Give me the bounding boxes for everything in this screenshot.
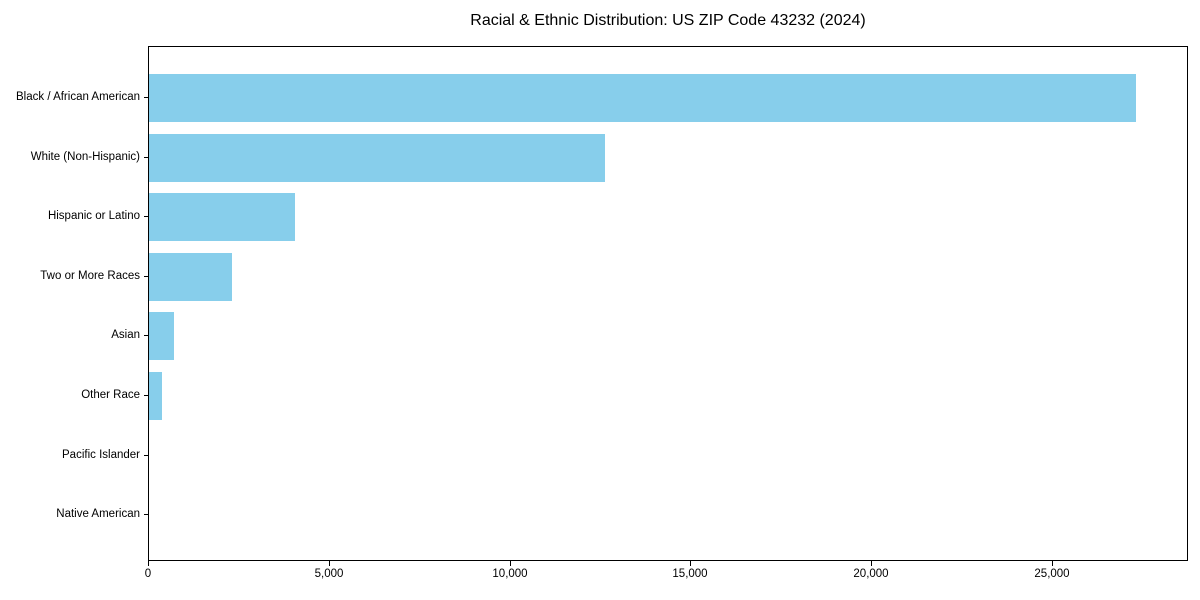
y-tick-mark: [144, 335, 148, 336]
y-tick-mark: [144, 216, 148, 217]
x-tick-label-20000: 20,000: [853, 568, 889, 580]
x-tick-label-0: 0: [144, 568, 152, 580]
x-tick-mark: [871, 561, 872, 566]
x-tick-label-25000: 25,000: [1034, 568, 1070, 580]
bar-hispanic-or-latino: [149, 193, 295, 241]
y-tick-mark: [144, 157, 148, 158]
x-tick-label-5000: 5,000: [314, 568, 344, 580]
bar-other-race: [149, 372, 162, 420]
y-tick-label-two-or-more-races: Two or More Races: [40, 270, 140, 282]
x-tick-mark: [510, 561, 511, 566]
y-tick-label-white-non-hispanic: White (Non-Hispanic): [30, 151, 140, 163]
y-tick-label-pacific-islander: Pacific Islander: [62, 449, 140, 461]
x-tick-label-10000: 10,000: [492, 568, 528, 580]
y-tick-label-native-american: Native American: [56, 508, 140, 520]
y-tick-mark: [144, 276, 148, 277]
x-tick-mark: [329, 561, 330, 566]
y-tick-mark: [144, 455, 148, 456]
bar-two-or-more-races: [149, 253, 232, 301]
x-tick-mark: [148, 561, 149, 566]
bar-asian: [149, 312, 174, 360]
y-tick-label-other-race: Other Race: [81, 389, 140, 401]
bar-black-african-american: [149, 74, 1136, 122]
y-tick-label-hispanic-or-latino: Hispanic or Latino: [47, 210, 140, 222]
y-tick-label-black-african-american: Black / African American: [16, 91, 140, 103]
x-tick-mark: [1052, 561, 1053, 566]
x-tick-mark: [690, 561, 691, 566]
x-tick-label-15000: 15,000: [672, 568, 708, 580]
chart-title: Racial & Ethnic Distribution: US ZIP Cod…: [470, 12, 866, 29]
y-tick-mark: [144, 514, 148, 515]
y-tick-label-asian: Asian: [111, 329, 140, 341]
y-tick-mark: [144, 97, 148, 98]
y-tick-mark: [144, 395, 148, 396]
plot-area: [148, 46, 1188, 561]
bar-white-non-hispanic: [149, 134, 605, 182]
